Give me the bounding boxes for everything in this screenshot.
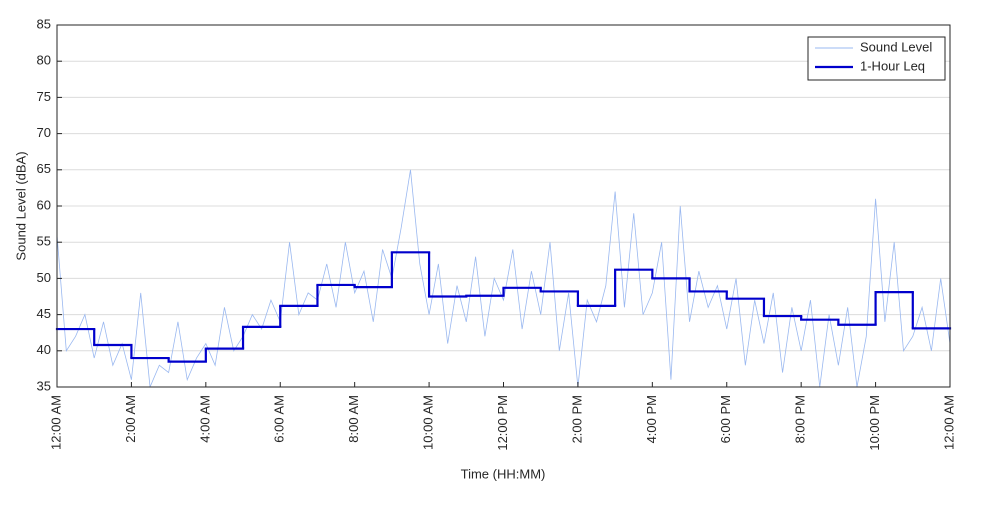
x-tick-label: 8:00 AM (346, 395, 361, 443)
y-axis-label: Sound Level (dBA) (13, 151, 28, 260)
y-tick-label: 60 (37, 197, 51, 212)
y-tick-label: 50 (37, 270, 51, 285)
x-tick-label: 4:00 AM (197, 395, 212, 443)
y-tick-label: 35 (37, 378, 51, 393)
y-tick-label: 55 (37, 234, 51, 249)
y-tick-label: 70 (37, 125, 51, 140)
x-tick-label: 10:00 PM (867, 395, 882, 451)
x-tick-label: 6:00 AM (272, 395, 287, 443)
x-tick-label: 4:00 PM (644, 395, 659, 443)
x-tick-label: 6:00 PM (718, 395, 733, 443)
legend-label: Sound Level (860, 39, 932, 54)
legend-box (807, 36, 946, 81)
x-tick-label: 2:00 AM (123, 395, 138, 443)
x-tick-label: 12:00 AM (48, 395, 63, 450)
x-tick-label: 12:00 AM (941, 395, 956, 450)
sound-level-line (56, 169, 951, 388)
x-tick-label: 10:00 AM (421, 395, 436, 450)
y-tick-label: 75 (37, 89, 51, 104)
x-axis-label: Time (HH:MM) (461, 466, 546, 481)
x-tick-label: 8:00 PM (793, 395, 808, 443)
y-tick-label: 40 (37, 342, 51, 357)
legend-label: 1-Hour Leq (860, 58, 925, 73)
y-tick-label: 65 (37, 161, 51, 176)
y-tick-label: 45 (37, 306, 51, 321)
y-tick-label: 80 (37, 53, 51, 68)
y-tick-label: 85 (37, 16, 51, 31)
x-tick-label: 12:00 PM (495, 395, 510, 451)
x-tick-label: 2:00 PM (569, 395, 584, 443)
